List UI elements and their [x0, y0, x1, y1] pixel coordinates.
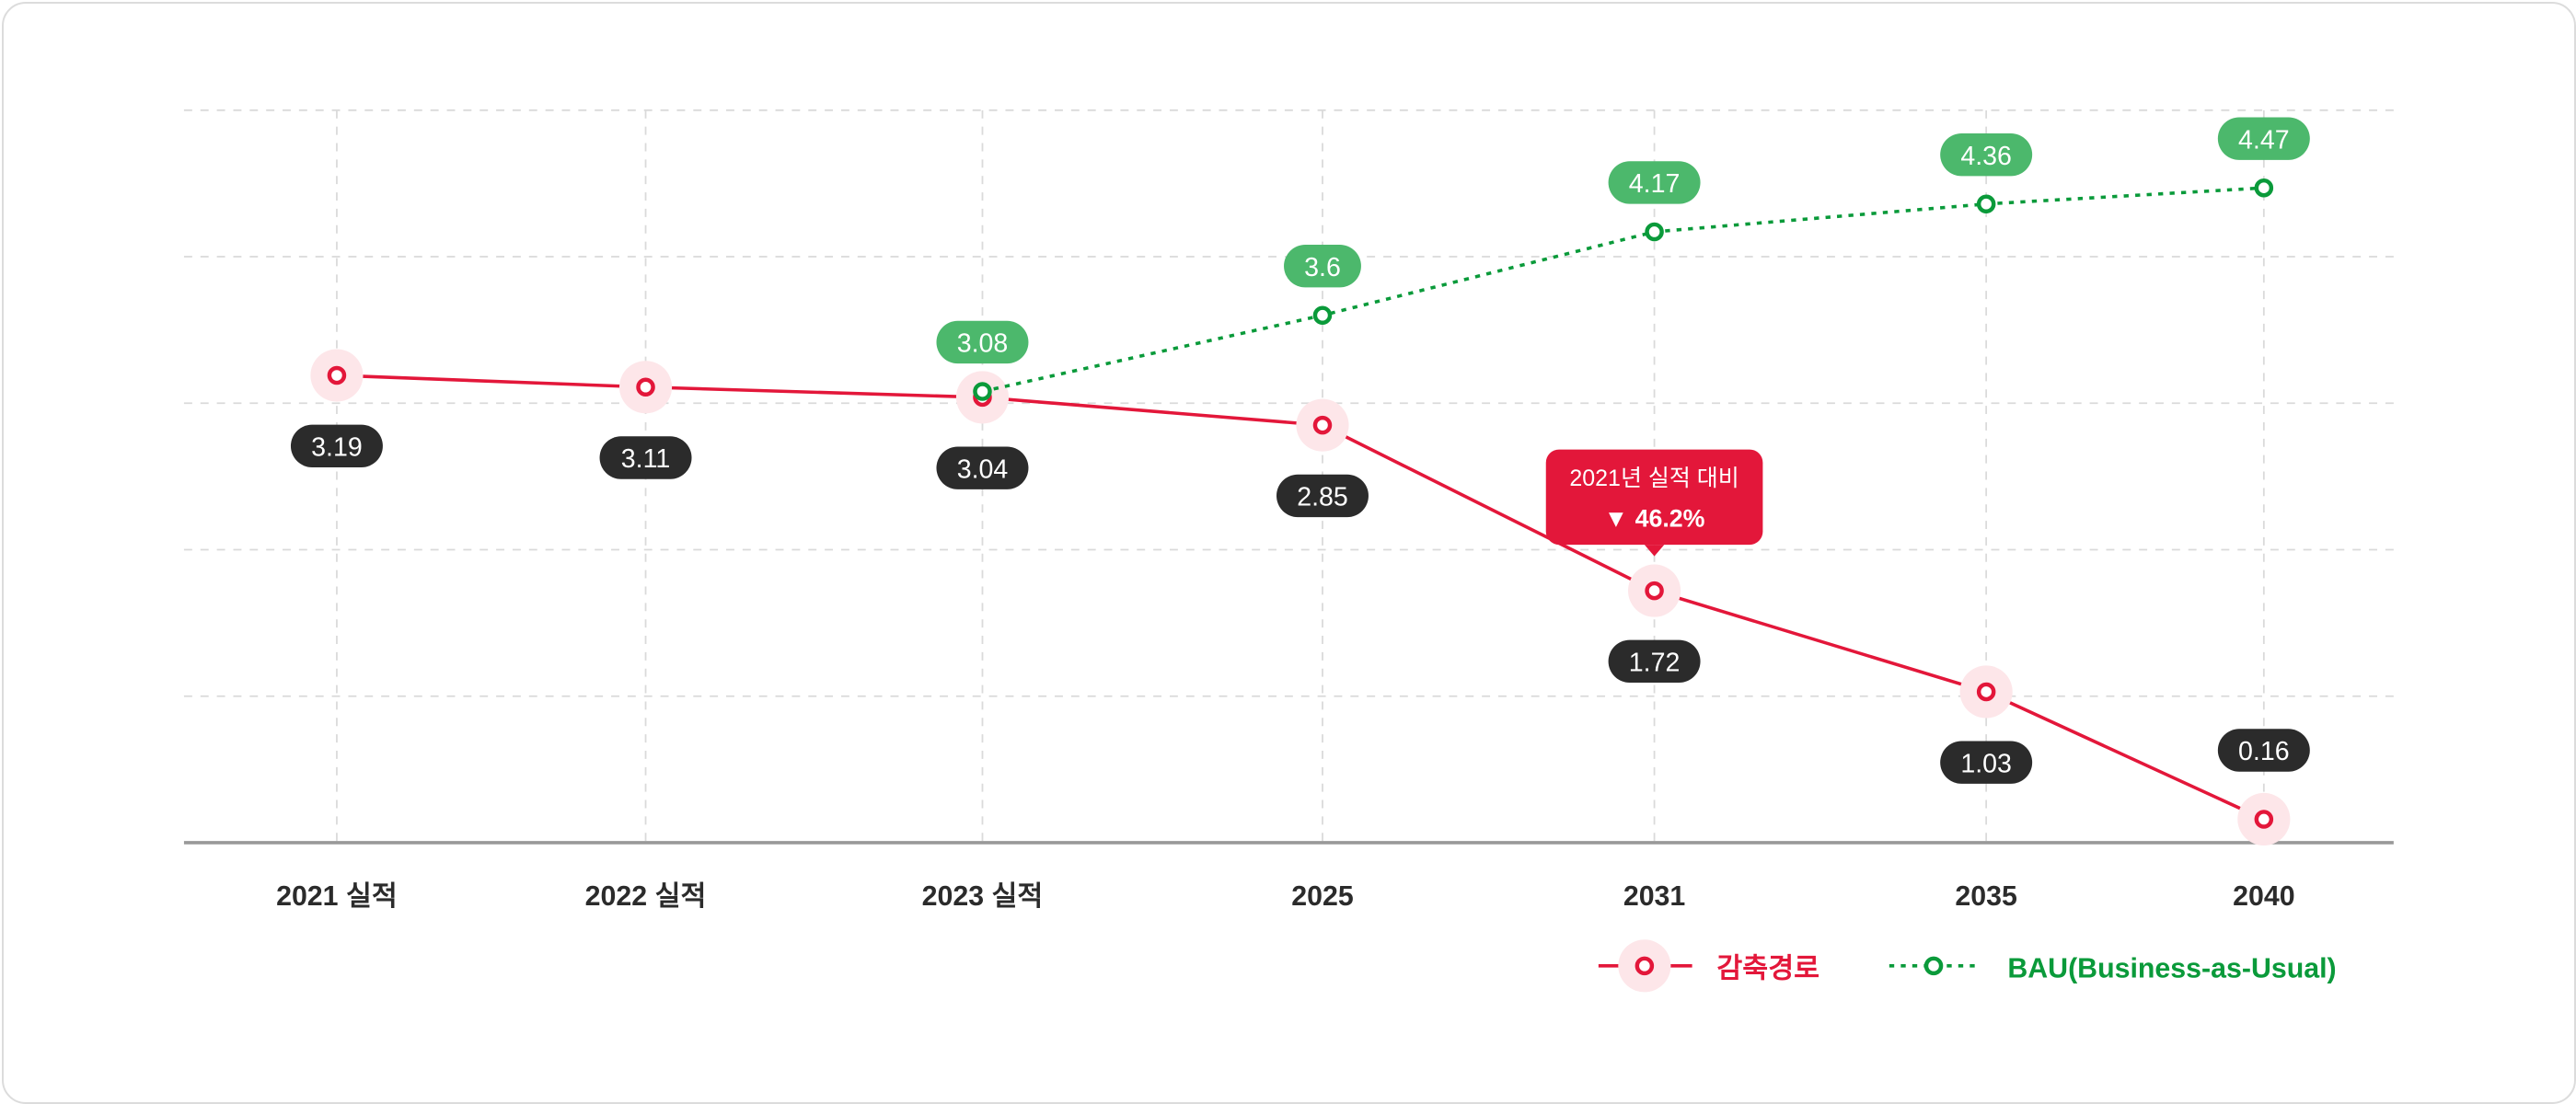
data-label-bg	[1608, 161, 1701, 204]
tooltip-box	[1545, 449, 1763, 546]
data-label: 1.72	[1629, 649, 1681, 678]
legend-item-reduction[interactable]: 감축경로	[1598, 939, 1819, 993]
data-point	[1976, 194, 1996, 213]
legend-label: 감축경로	[1716, 952, 1819, 983]
data-label: 3.6	[1304, 253, 1341, 282]
data-label-bg	[1276, 474, 1369, 518]
data-label: 3.19	[311, 432, 363, 462]
data-point	[1312, 305, 1333, 325]
legend-label: BAU(Business-as-Usual)	[2007, 953, 2336, 983]
data-point	[1976, 682, 1996, 702]
data-label: 4.47	[2238, 125, 2290, 155]
x-tick-label: 2023 실적	[922, 880, 1044, 912]
data-label: 3.04	[957, 454, 1009, 484]
series-line-1	[982, 186, 2264, 394]
data-label: 3.08	[957, 329, 1009, 359]
data-point	[1645, 222, 1664, 242]
data-point	[1312, 415, 1333, 435]
data-label: 0.16	[2238, 737, 2290, 766]
x-axis-ticks: 2021 실적 2022 실적 2023 실적 2025 2031 2035 2040	[276, 880, 2294, 912]
data-label: 4.17	[1629, 169, 1681, 199]
legend-marker-icon	[1635, 956, 1655, 976]
x-tick-label: 2022 실적	[585, 880, 707, 912]
data-label-bg	[290, 424, 383, 467]
data-point	[636, 377, 655, 397]
data-label-bg	[1284, 244, 1361, 288]
data-label-bg	[1608, 639, 1701, 684]
data-label: 3.11	[621, 444, 670, 474]
x-tick-label: 2035	[1955, 881, 2017, 912]
x-tick-label: 2025	[1291, 881, 1354, 912]
data-label: 1.03	[1960, 749, 2012, 778]
data-label-bg	[936, 320, 1029, 364]
legend-item-bau[interactable]: BAU(Business-as-Usual)	[1889, 953, 2337, 983]
data-label-bg	[936, 446, 1029, 489]
x-tick-label: 2040	[2233, 881, 2294, 912]
data-point	[327, 365, 347, 385]
data-label-bg	[2217, 117, 2310, 160]
series-layer	[310, 178, 2291, 846]
data-point	[1645, 581, 1664, 601]
x-tick-label: 2031	[1623, 881, 1686, 912]
data-point	[973, 382, 992, 401]
data-label-bg	[2217, 729, 2310, 772]
data-label-bg	[599, 436, 692, 479]
grid	[183, 109, 2394, 845]
x-tick-label: 2021 실적	[276, 880, 398, 912]
data-point	[2254, 178, 2274, 198]
legend: 감축경로 BAU(Business-as-Usual)	[1598, 939, 2337, 993]
data-labels: 3.19 3.11 3.04 2.85 1.72 1.03 0.16 3.08 3.6 4.17 4…	[290, 117, 2310, 784]
tooltip-line2: ▼ 46.2%	[1604, 504, 1705, 532]
data-label: 2.85	[1297, 483, 1348, 512]
tooltip-line1: 2021년 실적 대비	[1569, 466, 1739, 491]
data-label-bg	[1940, 132, 2033, 177]
data-point	[2254, 810, 2274, 829]
tooltip-pointer	[1644, 545, 1665, 557]
legend-marker-icon	[1923, 956, 1944, 976]
annotation-tooltip: 2021년 실적 대비 ▼ 46.2%	[1545, 449, 1763, 557]
data-label: 4.36	[1960, 142, 2012, 171]
data-label-bg	[1940, 741, 2033, 784]
